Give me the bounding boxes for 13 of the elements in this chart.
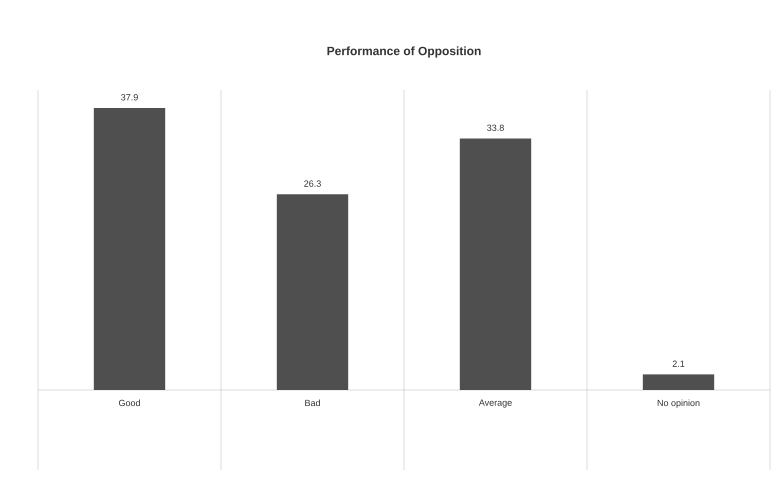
- data-label: 26.3: [304, 180, 321, 187]
- bar: [94, 108, 166, 390]
- x-tick-label: Good: [118, 400, 140, 406]
- data-label: 33.8: [487, 124, 504, 131]
- chart-title: Performance of Opposition: [327, 46, 481, 58]
- bar: [642, 374, 714, 390]
- bar: [460, 138, 532, 390]
- x-tick-label: Bad: [305, 400, 320, 406]
- data-label: 2.1: [672, 360, 684, 367]
- x-tick-label: No opinion: [658, 400, 700, 408]
- x-tick-label: Average: [478, 400, 512, 408]
- bar: [276, 194, 348, 390]
- data-label: 37.9: [121, 94, 138, 100]
